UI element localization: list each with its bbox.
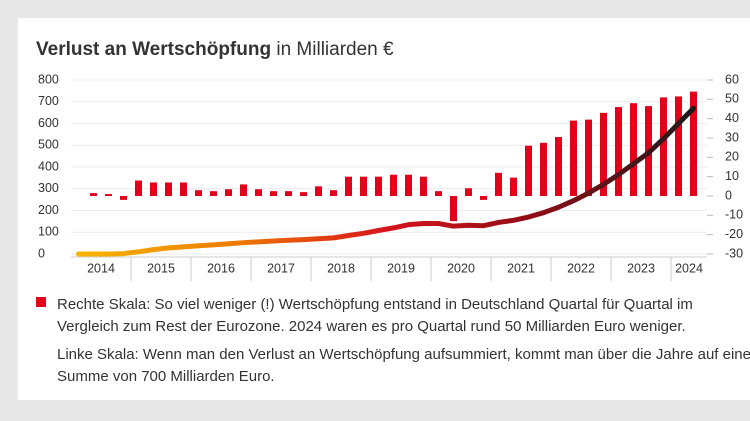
x-tick-label: 2021 [507, 261, 535, 275]
legend-swatch [36, 297, 46, 307]
x-tick-label: 2014 [87, 261, 115, 275]
bar [150, 182, 157, 196]
bar [195, 190, 202, 196]
y2-tick-label: -20 [725, 227, 743, 241]
x-tick-label: 2016 [207, 261, 235, 275]
bar [480, 196, 487, 200]
bar [180, 182, 187, 196]
line [76, 105, 696, 257]
x-tick-label: 2015 [147, 261, 175, 275]
y-tick-label: 600 [38, 116, 59, 130]
bar [300, 192, 307, 196]
y-tick-label: 100 [38, 225, 59, 239]
bar [330, 190, 337, 196]
legend-label: Rechte Skala: So viel weniger (!) Wertsc… [57, 296, 693, 335]
bar [285, 191, 292, 196]
bar [510, 177, 517, 196]
bar [450, 196, 457, 222]
bar [390, 174, 397, 196]
y-tick-label: 300 [38, 181, 59, 195]
bar [615, 107, 622, 196]
x-tick-label: 2019 [387, 261, 415, 275]
title: Verlust an Wertschöpfung [36, 39, 271, 60]
card: Verlust an Wertschöpfung in Milliarden €… [18, 18, 750, 400]
y-tick-label: 400 [38, 159, 59, 173]
y2-tick-label: 0 [725, 188, 732, 202]
bar [570, 120, 577, 196]
y-tick-label: 700 [38, 94, 59, 108]
bar [315, 186, 322, 196]
bar [225, 189, 232, 196]
y2-tick-label: 60 [725, 72, 739, 86]
bar [345, 176, 352, 196]
bar [630, 103, 637, 196]
bar [495, 172, 502, 196]
y-tick-label: 500 [38, 138, 59, 152]
bar [525, 145, 532, 196]
x-tick-label: 2022 [567, 261, 595, 275]
y2-tick-label: 50 [725, 92, 739, 106]
bar [585, 119, 592, 196]
bar [420, 176, 427, 196]
y-tick-label: 800 [38, 72, 59, 86]
y2-tick-label: 20 [725, 150, 739, 164]
bar [675, 96, 682, 196]
chart-title: Verlust an Wertschöpfung in Milliarden € [36, 39, 394, 60]
y2-tick-label: 30 [725, 130, 739, 144]
bar [375, 176, 382, 196]
x-tick-label: 2023 [627, 261, 655, 275]
legend-square [36, 297, 46, 307]
bar [660, 97, 667, 196]
x-tick-label: 2020 [447, 261, 475, 275]
bar [90, 193, 97, 196]
bar [240, 184, 247, 196]
bar [120, 196, 127, 200]
bar [135, 180, 142, 196]
x-tick-label: 2024 [675, 261, 703, 275]
bar [105, 194, 112, 196]
bar [555, 137, 562, 196]
bar [405, 174, 412, 196]
bar [465, 188, 472, 196]
bar [255, 189, 262, 196]
bar [360, 176, 367, 196]
legend-label: Linke Skala: Wenn man den Verlust an Wer… [57, 346, 750, 385]
bar [540, 142, 547, 196]
x-tick-label: 2018 [327, 261, 355, 275]
subtitle: in Milliarden € [276, 39, 394, 60]
x-tick-label: 2017 [267, 261, 295, 275]
bar [690, 91, 697, 196]
bar [210, 191, 217, 196]
y2-tick-label: -30 [725, 246, 743, 260]
bar [270, 191, 277, 196]
legend-swatch [33, 349, 54, 355]
legend-entry: Linke Skala: Wenn man den Verlust an Wer… [57, 344, 750, 388]
bar [600, 112, 607, 196]
chart: Verlust an Wertschöpfung in Milliarden €… [36, 39, 743, 281]
y2-tick-label: -10 [725, 208, 743, 222]
bar [435, 191, 442, 196]
y-tick-label: 0 [38, 246, 45, 260]
y2-tick-label: 10 [725, 169, 739, 183]
bar [165, 182, 172, 196]
legend-entry: Rechte Skala: So viel weniger (!) Wertsc… [57, 294, 750, 338]
y2-tick-label: 40 [725, 111, 739, 125]
y-tick-label: 200 [38, 203, 59, 217]
